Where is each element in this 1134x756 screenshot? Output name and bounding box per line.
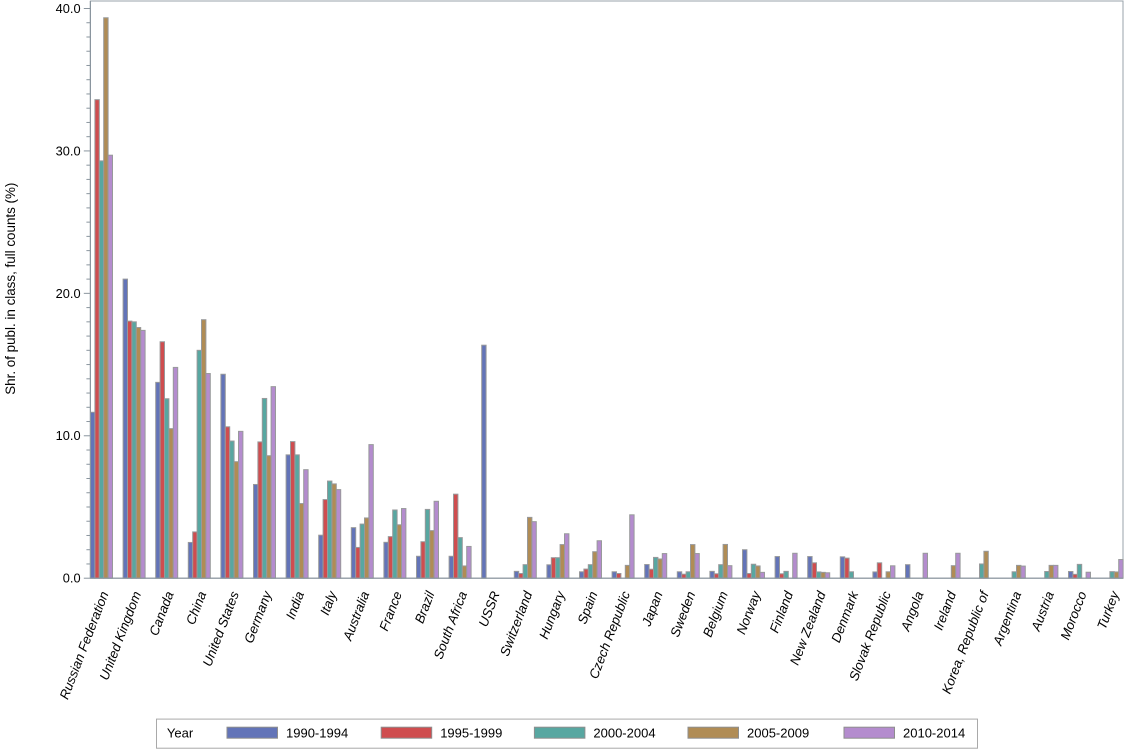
svg-text:2000-2004: 2000-2004 [593,725,655,740]
svg-text:20.0: 20.0 [56,286,81,301]
svg-text:40.0: 40.0 [56,1,81,16]
svg-text:30.0: 30.0 [56,143,81,158]
svg-text:2010-2014: 2010-2014 [903,725,965,740]
svg-text:Shr. of publ. in class, full c: Shr. of publ. in class, full counts (%) [3,183,18,395]
svg-text:1995-1999: 1995-1999 [440,725,502,740]
svg-text:2005-2009: 2005-2009 [747,725,809,740]
svg-text:10.0: 10.0 [56,428,81,443]
svg-text:1990-1994: 1990-1994 [286,725,348,740]
svg-text:Year: Year [167,726,194,741]
svg-text:0.0: 0.0 [63,571,81,586]
